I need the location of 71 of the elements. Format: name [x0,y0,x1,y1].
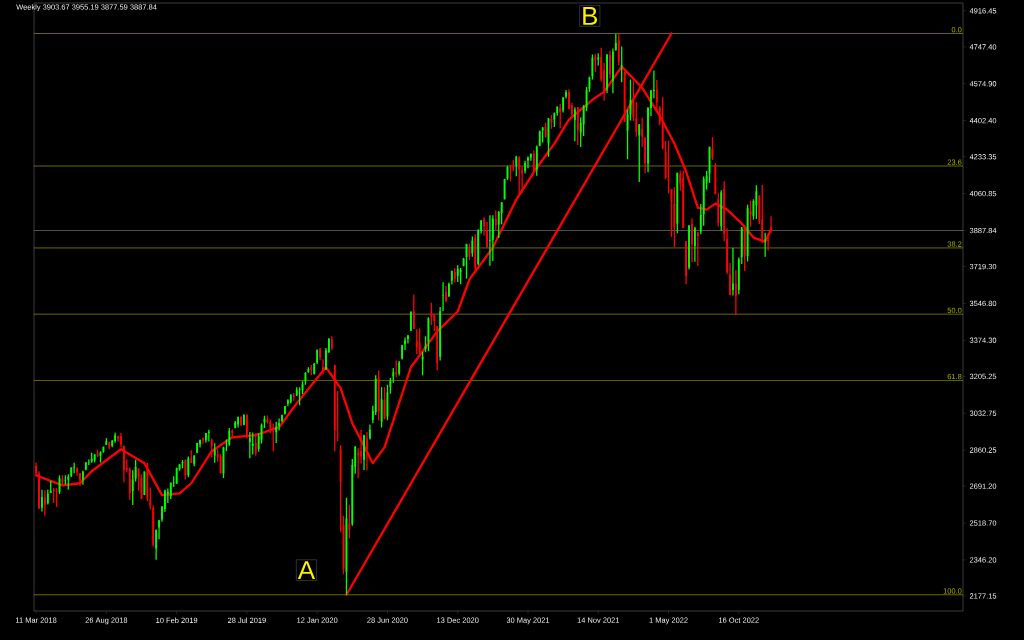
candlestick [155,528,158,561]
candlestick [272,423,275,452]
candlestick [688,224,690,271]
candlestick [415,328,418,355]
candlestick [284,405,286,416]
candlestick [243,413,245,426]
candlestick [746,204,749,263]
annotation: A [297,561,316,580]
candlestick [286,398,289,407]
candlestick [254,432,257,457]
candlestick [732,247,734,297]
candlestick [409,310,412,332]
candlestick [418,327,421,357]
candlestick [412,293,415,330]
candlestick [205,432,207,444]
candlestick [518,155,521,196]
candlestick [82,469,84,486]
annotation: B [583,7,598,25]
candlestick [366,431,368,471]
candlestick [348,504,351,540]
candlestick [275,421,278,444]
candlestick [638,123,641,183]
candlestick [755,184,758,220]
candlestick [714,162,717,196]
candlestick [696,231,699,267]
candlestick [550,114,553,130]
candlestick [717,192,720,228]
candlestick [117,435,119,443]
candlestick [251,431,254,456]
candlestick [761,184,764,244]
candlestick [609,49,611,80]
candlestick [685,240,688,285]
candlestick [491,214,494,262]
candlestick [524,160,526,175]
candlestick [488,214,492,267]
candlestick [187,455,190,478]
candlestick [494,209,497,231]
candlestick [515,155,518,177]
candlestick [96,448,99,458]
candlestick [606,53,608,94]
candlestick [248,431,251,459]
candlestick [576,106,579,146]
candlestick [380,386,383,429]
candlestick [210,437,213,459]
candlestick [43,489,46,517]
candlestick [673,186,676,248]
candlestick [620,45,623,83]
candlestick [430,302,433,326]
candlestick [76,466,78,477]
candlestick [213,442,216,464]
candlestick [693,226,696,263]
candlestick [339,444,342,533]
candlestick [202,437,204,445]
candlestick [448,281,450,298]
candlestick [445,285,447,303]
candlestick [486,221,488,249]
candlestick [623,70,626,123]
candlestick [527,155,529,169]
candlestick [509,164,512,183]
candlestick [41,489,43,513]
candlestick [266,414,269,425]
candlestick [573,106,576,142]
candlestick [199,438,201,449]
candlestick [240,415,242,427]
candlestick [535,144,538,177]
candlestick [500,201,503,225]
candlestick [363,434,365,471]
candlestick [767,233,770,252]
candlestick [691,217,693,263]
candlestick [471,235,474,258]
candlestick [559,103,562,129]
